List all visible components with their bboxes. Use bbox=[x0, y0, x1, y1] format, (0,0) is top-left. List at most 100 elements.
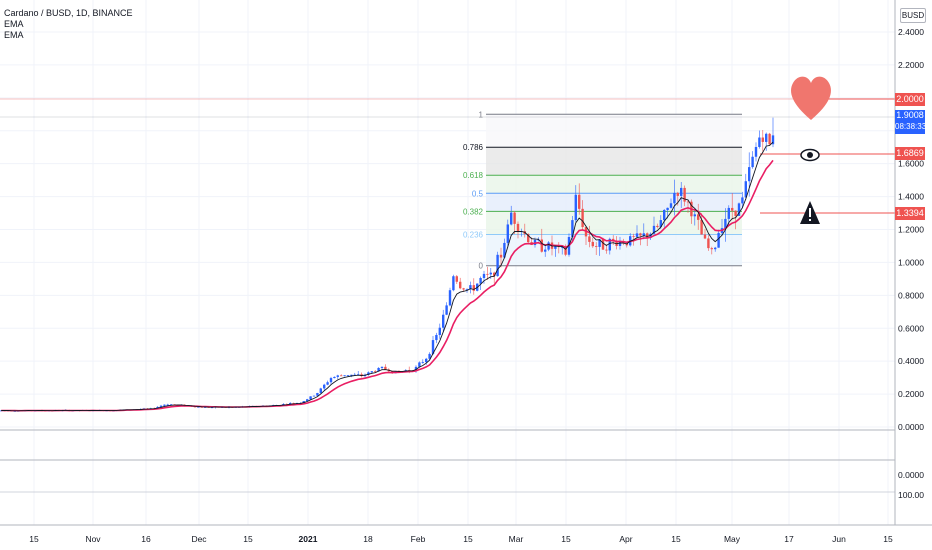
candle-body bbox=[159, 405, 163, 407]
candle-body bbox=[727, 207, 730, 219]
candle-body bbox=[170, 404, 173, 406]
fib-zone bbox=[486, 147, 742, 176]
candle-body bbox=[210, 407, 214, 409]
candle-body bbox=[452, 276, 455, 291]
y-tick-label: 2.4000 bbox=[898, 27, 924, 37]
y-tick-label: 1.4000 bbox=[898, 192, 924, 202]
fib-zone bbox=[486, 114, 742, 148]
x-tick-label: Jun bbox=[832, 534, 846, 544]
candle-body bbox=[642, 233, 645, 236]
candle-body bbox=[731, 207, 734, 211]
symbol-title[interactable]: Cardano / BUSD, 1D, BINANCE bbox=[4, 8, 133, 18]
candle-body bbox=[571, 220, 574, 237]
x-tick-label: May bbox=[724, 534, 741, 544]
x-tick-label: Dec bbox=[191, 534, 207, 544]
fib-zone bbox=[486, 193, 742, 212]
candle-body bbox=[673, 192, 676, 204]
x-tick-label: Apr bbox=[619, 534, 632, 544]
candle-body bbox=[754, 146, 758, 157]
candle-body bbox=[336, 375, 339, 377]
candle-body bbox=[486, 273, 489, 275]
x-tick-label: 15 bbox=[463, 534, 473, 544]
ema-indicator-2[interactable]: EMA bbox=[4, 30, 24, 40]
candle-body bbox=[306, 399, 309, 402]
fib-zone bbox=[486, 175, 742, 194]
ema-indicator-1[interactable]: EMA bbox=[4, 19, 24, 29]
candle-body bbox=[588, 236, 591, 242]
candle-body bbox=[544, 249, 547, 252]
y-tick-label: 0.0000 bbox=[898, 422, 924, 432]
candle-body bbox=[686, 201, 690, 203]
candle-body bbox=[462, 288, 465, 290]
candle-body bbox=[459, 281, 462, 289]
candle-body bbox=[700, 219, 703, 235]
y-tick-label: 0.6000 bbox=[898, 323, 924, 333]
candle-body bbox=[438, 327, 441, 335]
quote-currency-label[interactable]: BUSD bbox=[900, 8, 926, 23]
candle-body bbox=[591, 241, 594, 247]
candle-body bbox=[601, 239, 605, 250]
fib-level-label: 0.236 bbox=[463, 230, 484, 239]
candle-body bbox=[561, 246, 564, 248]
candle-body bbox=[765, 133, 768, 142]
ema-fast-line bbox=[1, 141, 774, 412]
candle-body bbox=[717, 232, 720, 248]
candle-body bbox=[510, 212, 513, 225]
candle-body bbox=[479, 278, 482, 284]
candle-body bbox=[445, 305, 448, 315]
candle-body bbox=[418, 362, 421, 367]
fib-level-label: 0.382 bbox=[463, 207, 484, 216]
price-level-lines[interactable] bbox=[0, 98, 895, 431]
candle-body bbox=[680, 187, 683, 196]
candle-body bbox=[380, 366, 384, 368]
y-tick-label: 0.2000 bbox=[898, 389, 924, 399]
candle-body bbox=[496, 254, 499, 277]
x-tick-label: 15 bbox=[561, 534, 571, 544]
chart-grid bbox=[0, 0, 895, 525]
candle-body bbox=[448, 290, 452, 306]
fib-level-label: 1 bbox=[479, 110, 484, 119]
candle-body bbox=[707, 238, 710, 249]
fib-level-label: 0 bbox=[479, 262, 484, 271]
x-tick-label: Feb bbox=[411, 534, 426, 544]
candle-body bbox=[309, 396, 312, 400]
y-tick-label: 1.0000 bbox=[898, 257, 924, 267]
candle-body bbox=[581, 208, 584, 228]
candle-body bbox=[333, 376, 336, 379]
candle-body bbox=[693, 214, 696, 217]
candle-body bbox=[697, 214, 700, 220]
candle-body bbox=[197, 406, 200, 408]
y-tick-label: 1.2000 bbox=[898, 225, 924, 235]
candle-body bbox=[421, 362, 424, 363]
x-tick-label: 15 bbox=[243, 534, 253, 544]
candle-body bbox=[605, 249, 608, 251]
y-tick-label: 1.6000 bbox=[898, 159, 924, 169]
candle-body bbox=[302, 401, 305, 403]
candle-body bbox=[564, 246, 567, 255]
candle-body bbox=[428, 353, 431, 359]
chart-legend: Cardano / BUSD, 1D, BINANCE EMA EMA bbox=[4, 8, 133, 41]
level-tag-heart: 2.0000 bbox=[895, 93, 925, 106]
candle-body bbox=[771, 135, 775, 145]
candle-body bbox=[455, 276, 458, 282]
candle-body bbox=[319, 388, 322, 393]
candle-body bbox=[625, 243, 628, 246]
warning-dot bbox=[809, 219, 811, 221]
candle-body bbox=[374, 371, 377, 373]
candle-body bbox=[431, 340, 435, 354]
candle-body bbox=[353, 374, 356, 376]
candle-body bbox=[377, 367, 380, 372]
candle-body bbox=[737, 203, 741, 216]
candle-body bbox=[343, 375, 346, 377]
candle-body bbox=[312, 395, 316, 397]
x-tick-label: 16 bbox=[141, 534, 151, 544]
level-tag-warning: 1.3394 bbox=[895, 207, 925, 220]
candle-body bbox=[656, 225, 659, 228]
candle-body bbox=[292, 403, 295, 404]
candle-body bbox=[472, 285, 475, 291]
candle-body bbox=[751, 156, 754, 168]
candle-body bbox=[574, 194, 577, 221]
fib-level-label: 0.618 bbox=[463, 171, 484, 180]
